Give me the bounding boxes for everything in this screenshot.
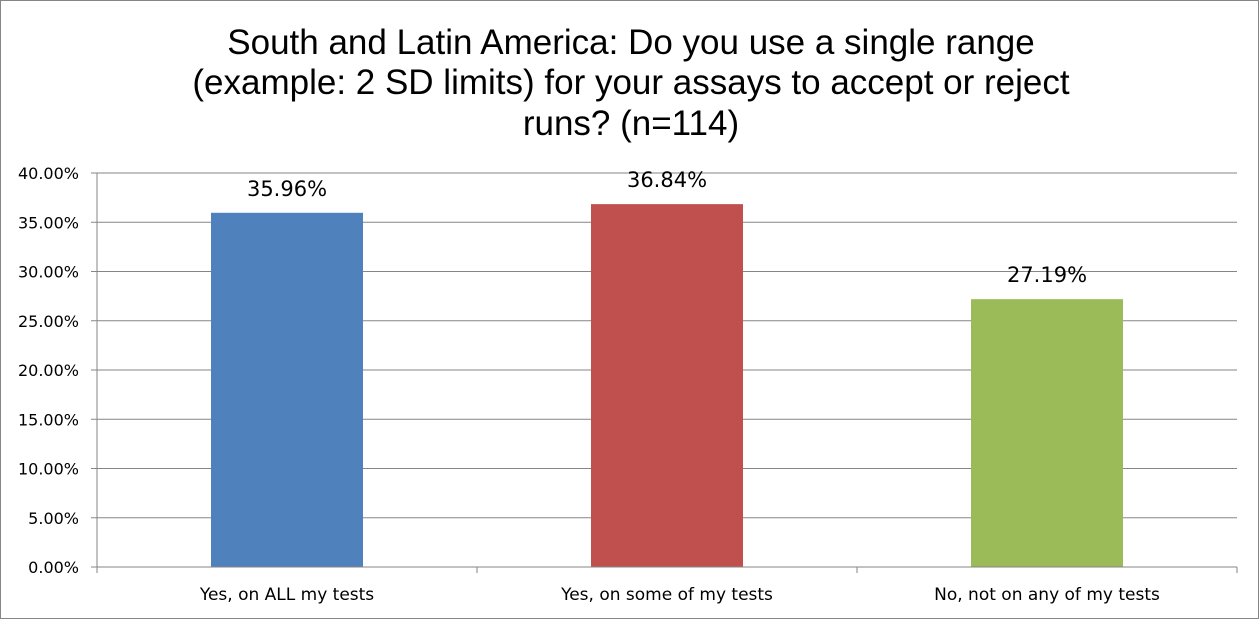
- data-label: 27.19%: [1007, 263, 1087, 287]
- y-tick-label: 30.00%: [18, 263, 79, 282]
- data-label: 36.84%: [627, 168, 707, 192]
- y-tick-label: 25.00%: [18, 312, 79, 331]
- bar: [971, 299, 1123, 567]
- chart-title: South and Latin America: Do you use a si…: [192, 23, 1070, 143]
- x-axis-category-labels: Yes, on ALL my tests Yes, on some of my t…: [199, 585, 1160, 605]
- data-label: 35.96%: [247, 177, 327, 201]
- bar: [211, 212, 363, 567]
- bar: [591, 204, 743, 567]
- y-tick-label: 15.00%: [18, 410, 79, 429]
- category-label: Yes, on some of my tests: [560, 585, 773, 605]
- axes: [91, 172, 1238, 573]
- category-label: Yes, on ALL my tests: [199, 585, 374, 605]
- chart-title-line-2: (example: 2 SD limits) for your assays t…: [192, 63, 1070, 102]
- data-labels: 35.96% 36.84% 27.19%: [247, 168, 1087, 287]
- y-tick-label: 10.00%: [18, 460, 79, 479]
- y-tick-label: 20.00%: [18, 361, 79, 380]
- y-tick-label: 40.00%: [18, 164, 79, 183]
- category-label: No, not on any of my tests: [934, 585, 1160, 605]
- bars: [211, 204, 1123, 567]
- y-axis-tick-labels: 0.00% 5.00% 10.00% 15.00% 20.00% 25.00% 30.00%…: [18, 164, 79, 577]
- y-tick-label: 35.00%: [18, 213, 79, 232]
- y-tick-label: 5.00%: [28, 509, 79, 528]
- y-tick-label: 0.00%: [28, 558, 79, 577]
- chart-title-line-3: runs? (n=114): [523, 104, 739, 143]
- chart-title-line-1: South and Latin America: Do you use a si…: [227, 23, 1034, 62]
